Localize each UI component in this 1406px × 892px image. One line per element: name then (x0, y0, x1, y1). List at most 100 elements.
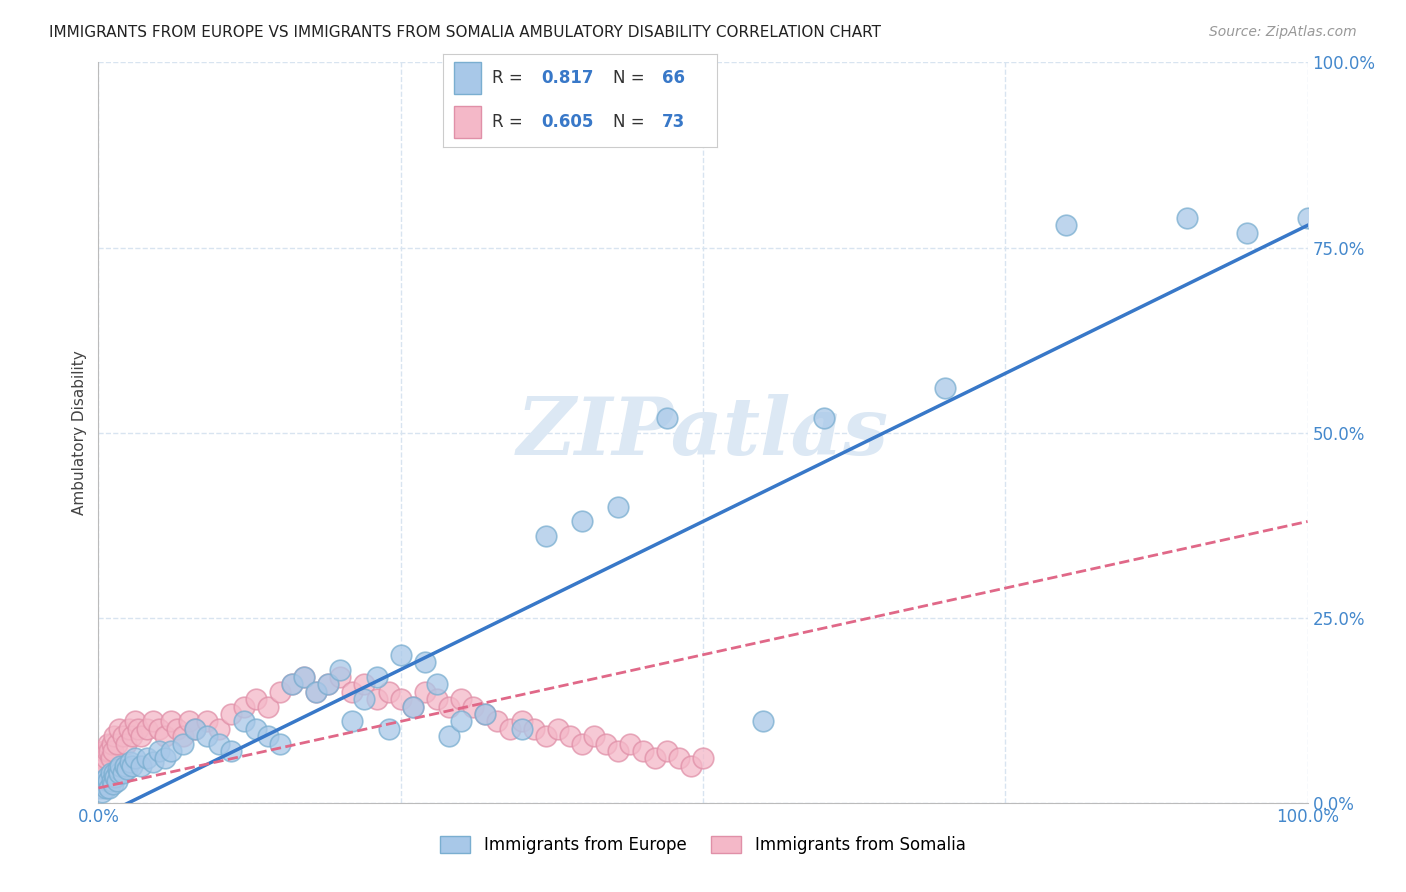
Point (91, 785, 114, 799)
Point (94, 751, 117, 765)
Point (1296, 211, 1319, 225)
Point (269, 737, 291, 751)
Point (105, 737, 128, 751)
Point (534, 529, 557, 543)
Point (1054, 219, 1077, 233)
Point (437, 699, 460, 714)
Point (256, 699, 278, 714)
Point (108, 758, 131, 772)
Point (129, 729, 152, 743)
Point (474, 706, 496, 721)
Point (256, 729, 278, 743)
Point (148, 722, 170, 736)
Point (118, 722, 141, 736)
Point (305, 685, 328, 699)
Point (631, 744, 654, 758)
Point (607, 500, 630, 514)
Text: IMMIGRANTS FROM EUROPE VS IMMIGRANTS FROM SOMALIA AMBULATORY DISABILITY CORRELAT: IMMIGRANTS FROM EUROPE VS IMMIGRANTS FRO… (49, 25, 882, 40)
Point (89, 766, 111, 780)
Point (668, 751, 690, 765)
Point (245, 692, 267, 706)
Point (558, 729, 581, 743)
Point (232, 714, 254, 729)
Point (96, 744, 118, 758)
Point (101, 777, 124, 791)
Point (142, 755, 165, 769)
Point (148, 744, 170, 758)
Point (450, 692, 472, 706)
Text: 0.817: 0.817 (541, 69, 595, 87)
Point (91, 751, 114, 765)
Point (547, 722, 569, 736)
Point (679, 758, 702, 772)
Point (450, 714, 472, 729)
Point (160, 714, 183, 729)
Point (655, 744, 678, 758)
Point (1236, 226, 1258, 240)
Point (98, 744, 121, 758)
Point (353, 692, 375, 706)
Legend: Immigrants from Europe, Immigrants from Somalia: Immigrants from Europe, Immigrants from … (433, 830, 973, 861)
Point (104, 770, 127, 784)
Point (389, 648, 412, 662)
Point (583, 729, 606, 743)
Point (184, 722, 207, 736)
Point (118, 755, 141, 769)
Point (127, 722, 149, 736)
Text: 0.605: 0.605 (541, 113, 593, 131)
Point (463, 699, 485, 714)
Point (813, 410, 835, 425)
Y-axis label: Ambulatory Disability: Ambulatory Disability (72, 351, 87, 515)
Point (111, 729, 134, 743)
Point (437, 729, 460, 743)
Bar (454, 106, 481, 138)
Point (426, 677, 449, 691)
Point (97, 773, 120, 788)
Point (523, 722, 546, 736)
Point (91, 773, 114, 788)
Point (90, 780, 112, 795)
Point (269, 685, 291, 699)
Point (752, 714, 775, 729)
Text: 73: 73 (662, 113, 686, 131)
Point (117, 763, 139, 777)
Point (498, 722, 520, 736)
Point (1175, 211, 1198, 225)
Point (111, 766, 134, 780)
Point (103, 766, 125, 780)
Point (377, 685, 399, 699)
Point (100, 766, 122, 780)
Point (108, 766, 131, 780)
Point (142, 714, 165, 729)
Point (329, 670, 352, 684)
Point (413, 655, 436, 669)
Point (107, 763, 129, 777)
Point (184, 722, 207, 736)
Point (316, 677, 339, 691)
Point (94, 780, 117, 795)
Text: Source: ZipAtlas.com: Source: ZipAtlas.com (1209, 25, 1357, 39)
Point (93, 744, 115, 758)
Point (124, 714, 146, 729)
Point (221, 706, 243, 721)
Point (413, 685, 436, 699)
Point (934, 381, 956, 395)
Point (281, 677, 304, 691)
Point (135, 751, 157, 765)
Point (103, 729, 125, 743)
Point (129, 758, 152, 772)
Text: N =: N = (613, 69, 650, 87)
Point (124, 751, 146, 765)
Point (153, 729, 176, 743)
Point (208, 722, 231, 736)
Point (114, 758, 136, 772)
Point (644, 751, 666, 765)
Point (221, 744, 243, 758)
Point (342, 714, 364, 729)
Point (98, 780, 121, 795)
Point (619, 737, 641, 751)
Point (426, 692, 449, 706)
Point (108, 722, 131, 736)
Point (195, 729, 218, 743)
Point (153, 751, 176, 765)
